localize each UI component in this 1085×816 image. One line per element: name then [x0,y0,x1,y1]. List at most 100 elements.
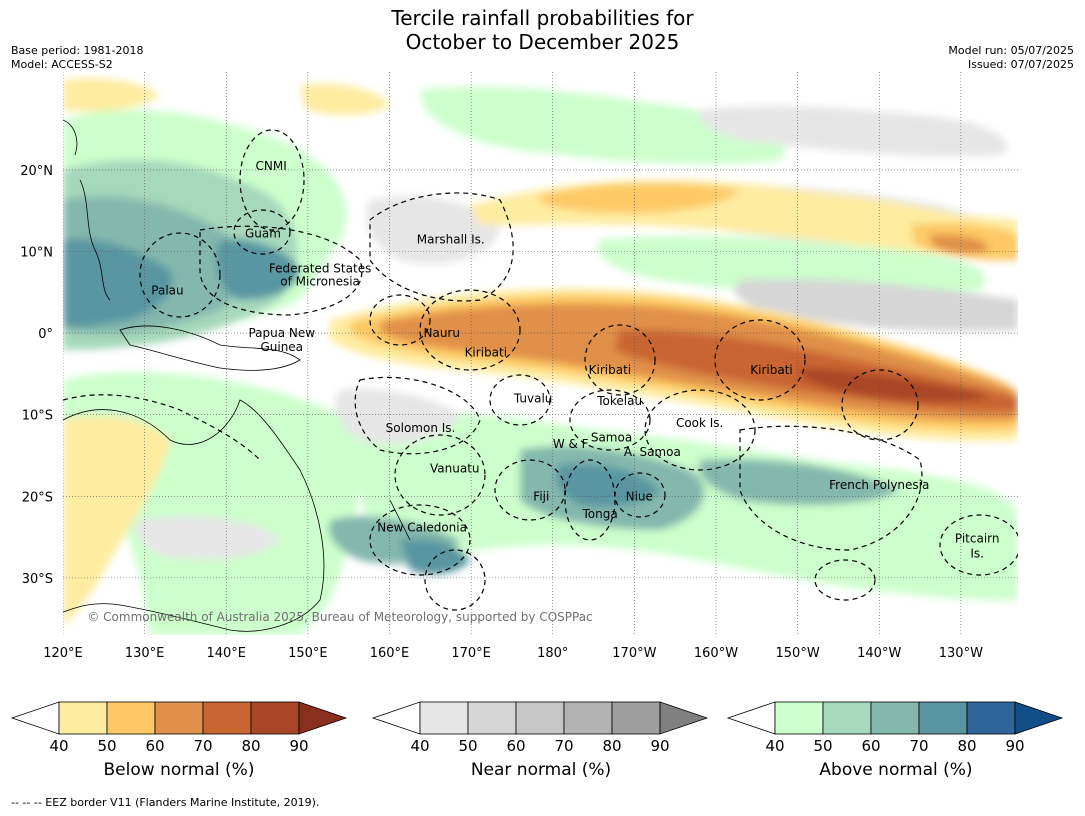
region-label: Nauru [423,326,459,340]
region-label: Solomon Is. [386,421,456,435]
colorbar-tick-label: 90 [650,737,669,755]
latitude-axis: 20°N 10°N 0° 10°S 20°S 30°S [20,164,53,587]
colorbar: 40 50 60 70 80 90 [10,701,348,755]
region-label: Tuvalu [513,391,553,405]
copyright-text: © Commonwealth of Australia 2025, Bureau… [87,610,592,624]
colorbar-tick-label: 60 [861,737,880,755]
coastlines [63,119,411,632]
lon-tick-label: 170°W [612,646,656,661]
colorbar-extend-low [726,701,776,735]
region-label: of Micronesia [280,275,360,289]
region-label: Fiji [533,489,549,503]
colorbar-segment [822,701,872,735]
region-label: Palau [151,284,183,298]
lon-tick-label: 130°E [125,646,165,661]
region-label: Marshall Is. [417,232,485,246]
region-label: Tokelau [596,394,642,408]
colorbar-label-above: Above normal (%) [819,760,973,780]
colorbar-segment [58,701,108,735]
colorbar-tick-label: 60 [506,737,525,755]
colorbar-tick-label: 50 [458,737,477,755]
longitude-axis: 120°E 130°E 140°E 150°E 160°E 170°E 180° 170°W 1… [43,646,983,661]
model-text: Model: ACCESS-S2 [11,58,113,71]
eez-borders [63,129,1018,611]
lat-tick-label: 30°S [22,572,53,587]
lon-tick-label: 150°W [776,646,820,661]
colorbar-tick-label: 50 [97,737,116,755]
colorbar-tick-label: 40 [49,737,68,755]
lon-tick-label: 160°E [370,646,410,661]
colorbar-segment [106,701,156,735]
region-label: Kiribati [465,346,507,360]
colorbar-extend-low [371,701,421,735]
colorbar-segment [774,701,824,735]
model-run-text: Model run: 05/07/2025 [948,44,1074,57]
lon-tick-label: 130°W [939,646,983,661]
colorbar-extend-low [10,701,60,735]
lat-tick-label: 10°N [20,246,53,261]
colorbar-tick-label: 90 [1005,737,1024,755]
colorbar-extend-high [659,701,709,735]
colorbar-tick-label: 70 [193,737,212,755]
region-label: Kiribati [589,363,631,377]
footer-legend: -- -- -- EEZ border V11 (Flanders Marine… [11,796,320,809]
lon-tick-label: 140°E [206,646,246,661]
colorbar-tick-label: 80 [602,737,621,755]
lat-tick-label: 20°S [22,490,53,505]
colorbar-segment [563,701,613,735]
base-period-text: Base period: 1981-2018 [11,44,144,57]
lat-tick-label: 0° [38,327,53,342]
meta-right: Model run: 05/07/2025 Issued: 07/07/2025 [948,44,1074,72]
region-label: Niue [626,489,653,503]
colorbar-segment [202,701,252,735]
colorbar-tick-label: 50 [813,737,832,755]
lon-tick-label: 120°E [43,646,83,661]
lat-tick-label: 10°S [22,409,53,424]
region-label: W & F [553,437,589,451]
colorbar-tick-label: 80 [241,737,260,755]
colorbars: 40 50 60 70 80 90 40 50 60 70 80 90 40 50 60 70 80 90 [10,701,1064,755]
lon-tick-label: 140°W [857,646,901,661]
lon-tick-label: 180° [537,646,568,661]
region-label: Federated States [269,262,371,276]
region-label: A. Samoa [624,445,681,459]
title-line-1: Tercile rainfall probabilities for [391,6,694,30]
region-label: Tonga [581,507,617,521]
colorbar-tick-label: 90 [289,737,308,755]
colorbar-segment [966,701,1016,735]
colorbar-label-below: Below normal (%) [103,760,255,780]
region-label: CNMI [256,159,287,173]
colorbar: 40 50 60 70 80 90 [371,701,709,755]
lat-tick-label: 20°N [20,164,53,179]
region-label: Papua New [248,326,315,340]
colorbar-tick-label: 40 [765,737,784,755]
colorbar-segment [467,701,517,735]
colorbar-segment [515,701,565,735]
colorbar-tick-label: 60 [145,737,164,755]
region-label: New Caledonia [377,520,467,534]
colorbar: 40 50 60 70 80 90 [726,701,1064,755]
region-label: French Polynesia [829,478,929,492]
region-label: Samoa [591,431,632,445]
meta-left: Base period: 1981-2018 Model: ACCESS-S2 [11,44,143,72]
region-label: Vanuatu [430,462,480,476]
colorbar-segment [250,701,300,735]
region-label: Guam [245,227,281,241]
region-label: Guinea [260,340,303,354]
colorbar-extend-high [298,701,348,735]
region-label: Kiribati [750,363,792,377]
issued-text: Issued: 07/07/2025 [967,58,1074,71]
colorbar-segment [918,701,968,735]
colorbar-tick-label: 70 [909,737,928,755]
colorbar-tick-label: 40 [410,737,429,755]
colorbar-segment [154,701,204,735]
colorbar-segment [611,701,661,735]
lon-tick-label: 160°W [694,646,738,661]
colorbar-tick-label: 80 [957,737,976,755]
chart-title: Tercile rainfall probabilities for Octob… [0,6,1085,54]
colorbar-segment [870,701,920,735]
region-label: Pitcairn [955,532,1000,546]
